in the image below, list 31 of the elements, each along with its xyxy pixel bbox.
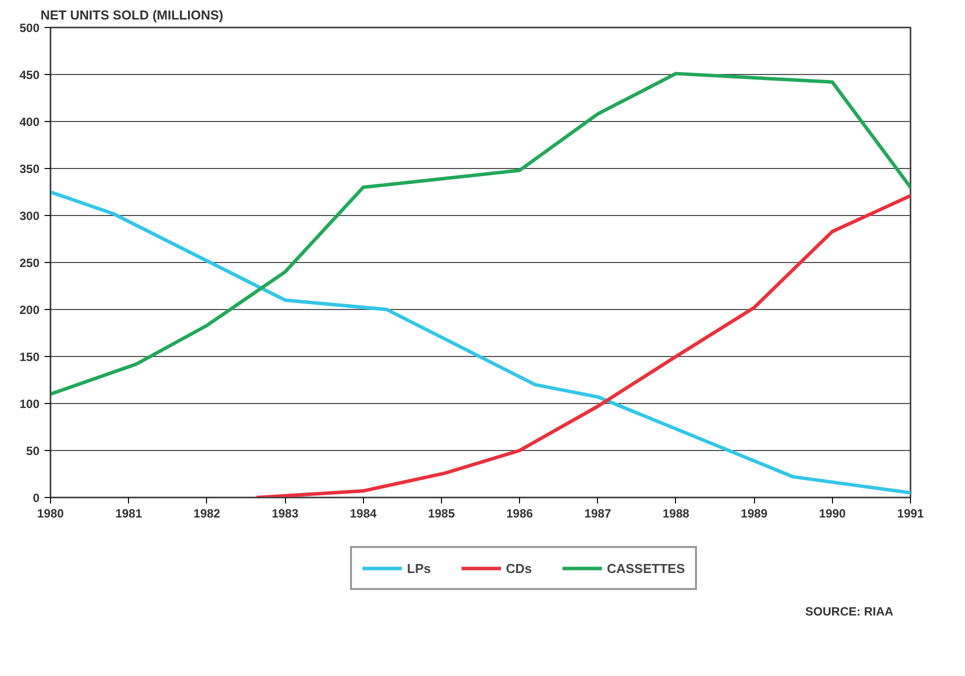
y-tick-label: 500 [19,21,40,35]
y-tick-label: 0 [32,491,40,505]
line-series [256,194,910,498]
x-tick-label: 1985 [428,506,456,520]
x-tick-label: 1991 [897,506,924,520]
x-tick-label: 1989 [740,506,768,520]
x-tick-label: 1990 [818,506,846,520]
y-tick-label: 100 [19,397,40,411]
x-tick-label: 1987 [584,506,612,520]
y-tick-label: 250 [19,256,40,270]
x-tick-label: 1982 [194,506,221,520]
x-tick-label: 1986 [506,506,534,520]
y-tick-label: 200 [19,303,40,317]
line-series [50,190,910,495]
y-tick-label: 150 [19,350,40,364]
y-tick-label: 400 [19,115,40,129]
legend-label: CDs [506,560,532,576]
x-tick-label: 1981 [115,506,142,520]
x-tick-label: 1988 [662,506,690,520]
y-tick-label: 350 [19,162,40,176]
x-tick-label: 1980 [37,506,64,520]
source-note: SOURCE: RIAA [805,604,894,618]
legend-label: CASSETTES [606,560,685,576]
y-axis-title: NET UNITS SOLD (MILLIONS) [40,8,224,22]
x-tick-label: 1983 [272,506,299,520]
x-tick-label: 1984 [350,506,377,520]
line-series [50,72,910,396]
legend-label: LPs [407,560,431,576]
y-tick-label: 450 [19,68,40,82]
y-tick-label: 300 [19,209,40,223]
y-tick-label: 50 [26,444,40,458]
